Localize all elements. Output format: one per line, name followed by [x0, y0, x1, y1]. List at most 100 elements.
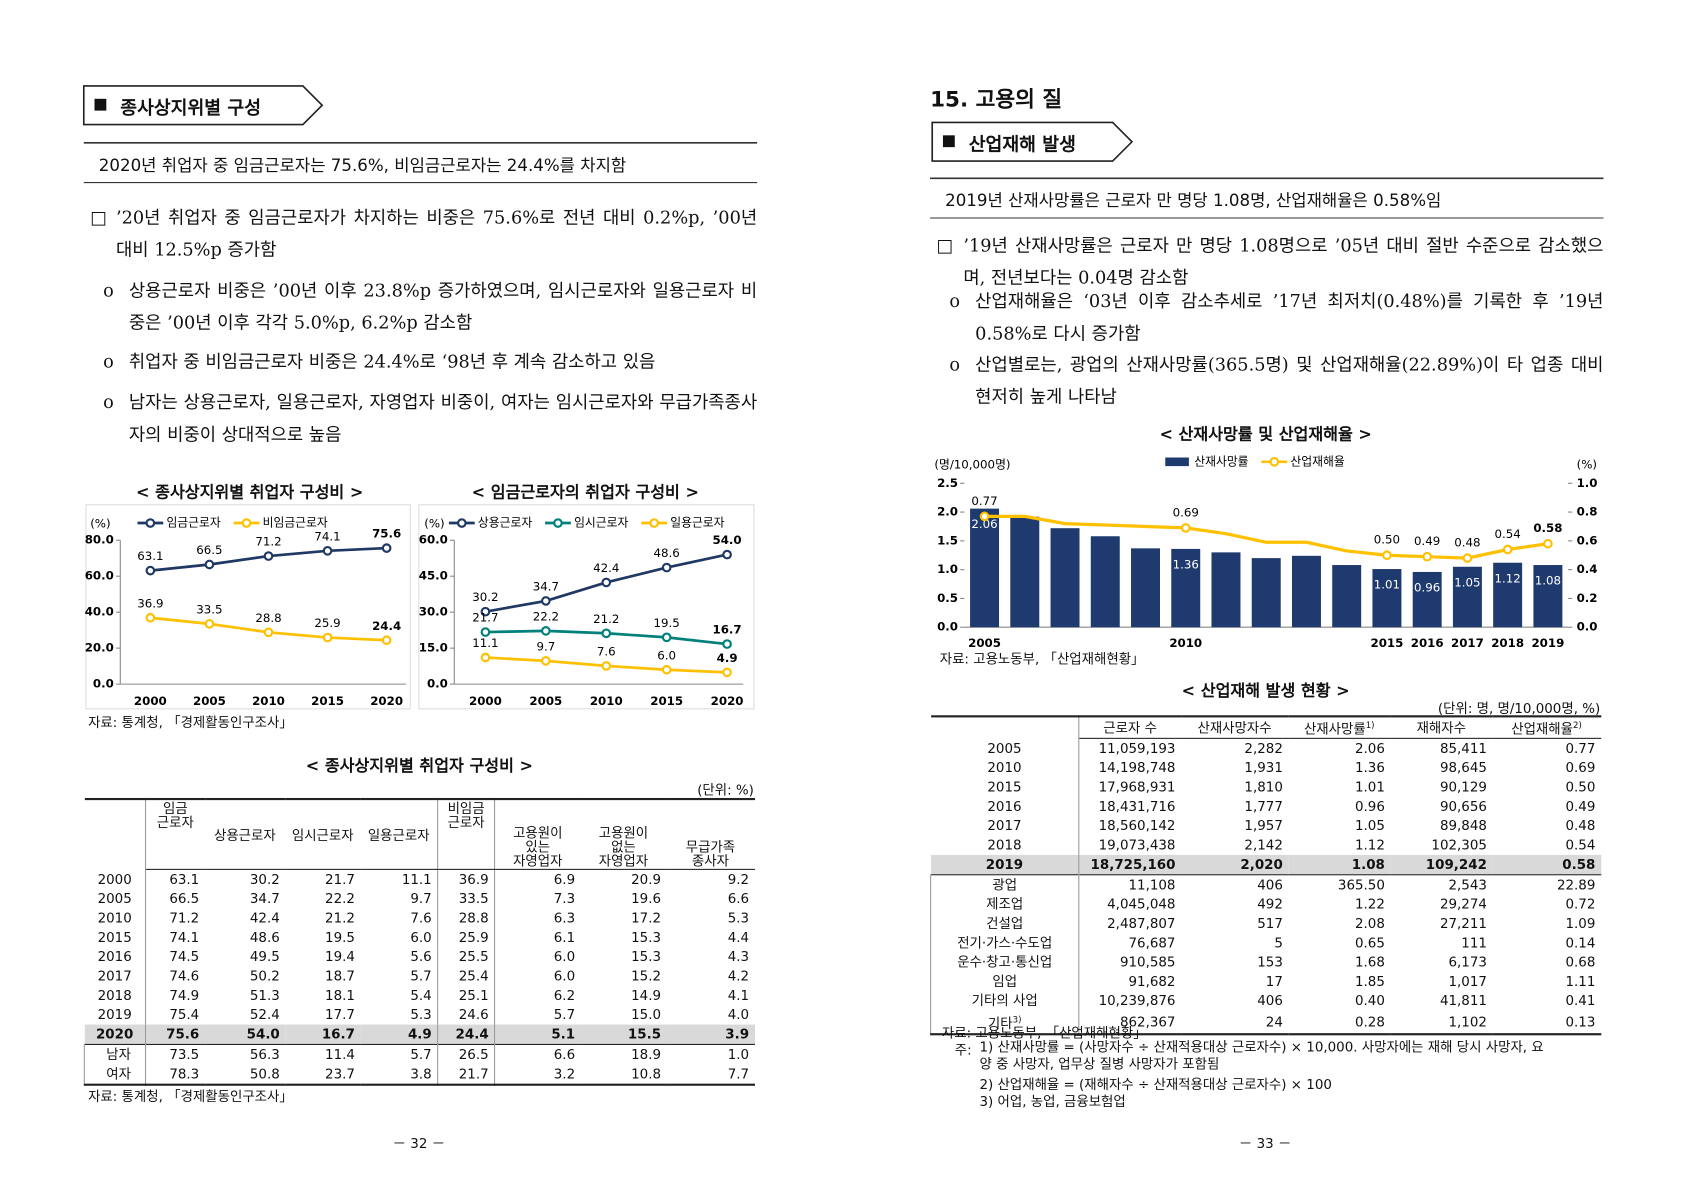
source: 자료: 고용노동부, 「산업재해현황」: [939, 650, 1145, 667]
bar: [1332, 565, 1362, 628]
cell: 6.0: [553, 967, 576, 984]
data-label: 0.50: [1374, 533, 1400, 547]
row-label: 임업: [930, 971, 1080, 991]
cell: 2.06: [1354, 740, 1385, 757]
header-text: 산재사망자수: [1197, 719, 1272, 736]
legend-label: 산재사망률: [1194, 454, 1248, 468]
table-row: 2020 75.6 54.0 16.7 4.9 24.4 5.1 15.5 3.9: [84, 1024, 755, 1045]
cell: 15.3: [631, 928, 662, 946]
header-row: 근로자 수 산재사망자수 산재사망률1) 재해자수 산업재해율2): [930, 716, 1601, 739]
y-tick-label: 0.0: [1577, 620, 1598, 634]
table-row: 2015 74.1 48.6 19.5 6.0 25.9 6.1 15.3 4.4: [84, 927, 754, 948]
legend-swatch: [1165, 457, 1189, 467]
cell: 11,059,193: [1098, 740, 1176, 757]
cell: 17,968,931: [1098, 778, 1176, 795]
cell: 17.7: [325, 1006, 355, 1023]
row-label-text: 광업: [992, 875, 1018, 892]
y-tick-label: 15.0: [419, 641, 448, 655]
cell: 85,411: [1439, 740, 1487, 757]
x-tick-label: 2010: [590, 694, 623, 708]
row-label-text: 기타의 사업: [971, 991, 1038, 1008]
cell: 26.5: [437, 1044, 496, 1065]
table-row: 건설업 2,487,807 517 2.08 27,211 1.09: [930, 913, 1601, 933]
data-point: [322, 632, 333, 643]
cell: 2.08: [1354, 915, 1385, 932]
data-label: 7.6: [597, 644, 616, 658]
chart-title: < 임금근로자의 취업자 구성비 >: [471, 482, 699, 502]
cell: 1.36: [1354, 759, 1385, 776]
cell: 54.0: [246, 1025, 280, 1042]
page-number: － 33 －: [1238, 1135, 1292, 1152]
cell: 9.2: [727, 870, 750, 888]
cell: 25.1: [437, 985, 496, 1006]
cell: 6.1: [553, 928, 576, 946]
row-label: 2016: [84, 947, 147, 967]
data-label: 34.7: [533, 579, 559, 593]
data-point: [661, 562, 672, 573]
cell: 24: [1265, 1013, 1283, 1030]
bar: [1050, 528, 1080, 628]
cell: 18.7: [325, 967, 355, 984]
cell: 18,560,142: [1098, 817, 1176, 834]
cell: 16.7: [321, 1025, 355, 1042]
data-label: 4.9: [717, 651, 738, 665]
y-tick-label: 1.0: [1577, 476, 1598, 490]
bullet: o: [103, 392, 114, 413]
data-label: 21.7: [472, 611, 498, 625]
data-point: [722, 549, 732, 560]
row-label: 2018: [84, 985, 147, 1006]
cell: 0.49: [1565, 797, 1596, 815]
cell: 0.58: [1562, 855, 1596, 873]
cell: 23.7: [325, 1065, 355, 1082]
data-label: 0.77: [971, 494, 997, 508]
cell: 4.2: [727, 967, 750, 984]
cell: 76,687: [1128, 934, 1176, 951]
row-label: 건설업: [930, 913, 1080, 933]
data-label: 16.7: [713, 623, 742, 637]
bar: [1251, 558, 1281, 628]
cell: 1.12: [1354, 836, 1385, 853]
y-tick-label: 40.0: [85, 605, 114, 619]
data-label: 11.1: [472, 636, 498, 650]
cell: 11,108: [1128, 876, 1176, 893]
notes-label: 주:: [954, 1041, 972, 1058]
cell: 29,274: [1439, 895, 1487, 912]
cell: 5.3: [360, 1005, 439, 1025]
table-wrap: 근로자 수 산재사망자수 산재사망률1) 재해자수 산업재해율2) 2005 11,059,…: [930, 715, 1601, 1035]
cell: 5.1: [551, 1025, 576, 1042]
bar: [1171, 548, 1201, 628]
cell: 74.1: [169, 928, 200, 946]
row-label-text: 2017: [987, 816, 1022, 833]
bar: [1452, 566, 1482, 628]
cell: 6.6: [727, 890, 750, 907]
cell: 52.4: [249, 1006, 280, 1023]
cell: 11.4: [325, 1046, 355, 1063]
data-point: [480, 652, 491, 663]
note: 2) 산업재해율 = (재해자수 ÷ 산재적용대상 근로자수) × 100: [979, 1076, 1332, 1093]
source: 자료: 통계청, 「경제활동인구조사」: [88, 1087, 293, 1105]
cell: 0.28: [1354, 1013, 1385, 1030]
row-label-text: 전기·가스·수도업: [957, 933, 1053, 950]
header-cell: 일용근로자: [360, 799, 439, 870]
cell: 15.3: [631, 948, 662, 965]
row-label-text: 2016: [987, 797, 1022, 814]
cell: 18.1: [325, 986, 355, 1004]
y-tick-label: 0.8: [1577, 505, 1598, 519]
row-label-text: 임업: [992, 972, 1018, 989]
cell: 5: [1274, 934, 1283, 951]
data-point: [601, 628, 612, 639]
header-cell: 산업재해율2): [1492, 716, 1601, 739]
cell: 1,777: [1244, 797, 1283, 815]
cell: 406: [1257, 992, 1283, 1009]
y-tick-label: 0.6: [1577, 533, 1598, 547]
data-point: [1422, 551, 1433, 562]
data-label: 0.96: [1414, 581, 1440, 595]
cell: 78.3: [169, 1065, 200, 1082]
cell: 25.5: [437, 947, 496, 967]
row-label-text: 건설업: [986, 914, 1024, 931]
table-unit: (단위: 명, 명/10,000명, %): [1437, 700, 1601, 717]
bar: [1533, 565, 1563, 628]
cell: 1,810: [1244, 778, 1283, 795]
cell: 1.0: [727, 1046, 750, 1063]
source: 자료: 통계청, 「경제활동인구조사」: [88, 714, 293, 731]
